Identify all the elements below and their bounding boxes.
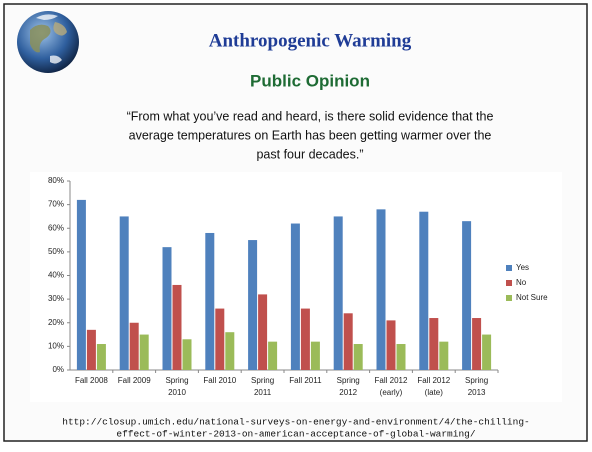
globe-icon	[17, 11, 79, 73]
bar	[311, 342, 320, 370]
bar	[183, 339, 192, 370]
source-line: http://closup.umich.edu/national-surveys…	[62, 417, 529, 428]
bar	[377, 209, 386, 370]
bar	[397, 344, 406, 370]
bar	[87, 330, 96, 370]
bar	[439, 342, 448, 370]
bar	[334, 216, 343, 370]
bar	[225, 332, 234, 370]
y-tick-label: 30%	[48, 294, 64, 303]
legend-label: No	[516, 278, 527, 287]
x-tick-label: 2010	[168, 388, 186, 397]
x-tick-label: Spring	[251, 376, 274, 385]
question-line: past four decades.”	[256, 147, 363, 161]
bar	[258, 294, 267, 370]
bar	[163, 247, 172, 370]
legend-label: Not Sure	[516, 293, 548, 302]
y-tick-label: 20%	[48, 318, 64, 327]
bar	[173, 285, 182, 370]
legend-label: Yes	[516, 263, 529, 272]
y-tick-label: 0%	[52, 365, 64, 374]
source-line: effect-of-winter-2013-on-american-accept…	[116, 429, 475, 440]
bar	[77, 200, 86, 370]
question-line: “From what you’ve read and heard, is the…	[127, 109, 494, 123]
y-tick-label: 10%	[48, 341, 64, 350]
bar	[291, 224, 300, 370]
bar	[301, 309, 310, 370]
bar	[120, 216, 129, 370]
slide-title: Anthropogenic Warming	[209, 30, 412, 51]
x-tick-label: Spring	[465, 376, 488, 385]
bar	[97, 344, 106, 370]
bar	[429, 318, 438, 370]
slide: Anthropogenic Warming Public Opinion “Fr…	[0, 0, 592, 447]
bar	[344, 313, 353, 370]
x-tick-label: Fall 2011	[289, 376, 322, 385]
bar	[130, 323, 139, 370]
legend-swatch	[506, 295, 512, 301]
bar	[205, 233, 214, 370]
y-tick-label: 60%	[48, 223, 64, 232]
bar	[419, 212, 428, 370]
bar	[462, 221, 471, 370]
x-tick-label: 2011	[254, 388, 272, 397]
legend-swatch	[506, 280, 512, 286]
x-tick-label: 2013	[468, 388, 486, 397]
x-tick-label: Spring	[165, 376, 188, 385]
slide-subtitle: Public Opinion	[250, 71, 370, 90]
x-tick-label: Fall 2010	[203, 376, 236, 385]
y-tick-label: 80%	[48, 176, 64, 185]
y-tick-label: 40%	[48, 271, 64, 280]
bar	[140, 335, 149, 370]
x-tick-label: Fall 2009	[118, 376, 151, 385]
x-tick-label: Spring	[337, 376, 360, 385]
x-tick-label: Fall 2012	[375, 376, 408, 385]
bar	[215, 309, 224, 370]
bar	[248, 240, 257, 370]
bar	[387, 320, 396, 370]
bar	[354, 344, 363, 370]
y-tick-label: 50%	[48, 247, 64, 256]
bar	[268, 342, 277, 370]
x-tick-label: Fall 2012	[417, 376, 450, 385]
x-tick-label: Fall 2008	[75, 376, 108, 385]
x-tick-label: (late)	[425, 388, 444, 397]
x-tick-label: (early)	[380, 388, 403, 397]
legend-swatch	[506, 265, 512, 271]
x-tick-label: 2012	[339, 388, 357, 397]
bar	[472, 318, 481, 370]
y-tick-label: 70%	[48, 200, 64, 209]
question-line: average temperatures on Earth has been g…	[129, 128, 492, 142]
bar	[482, 335, 491, 370]
